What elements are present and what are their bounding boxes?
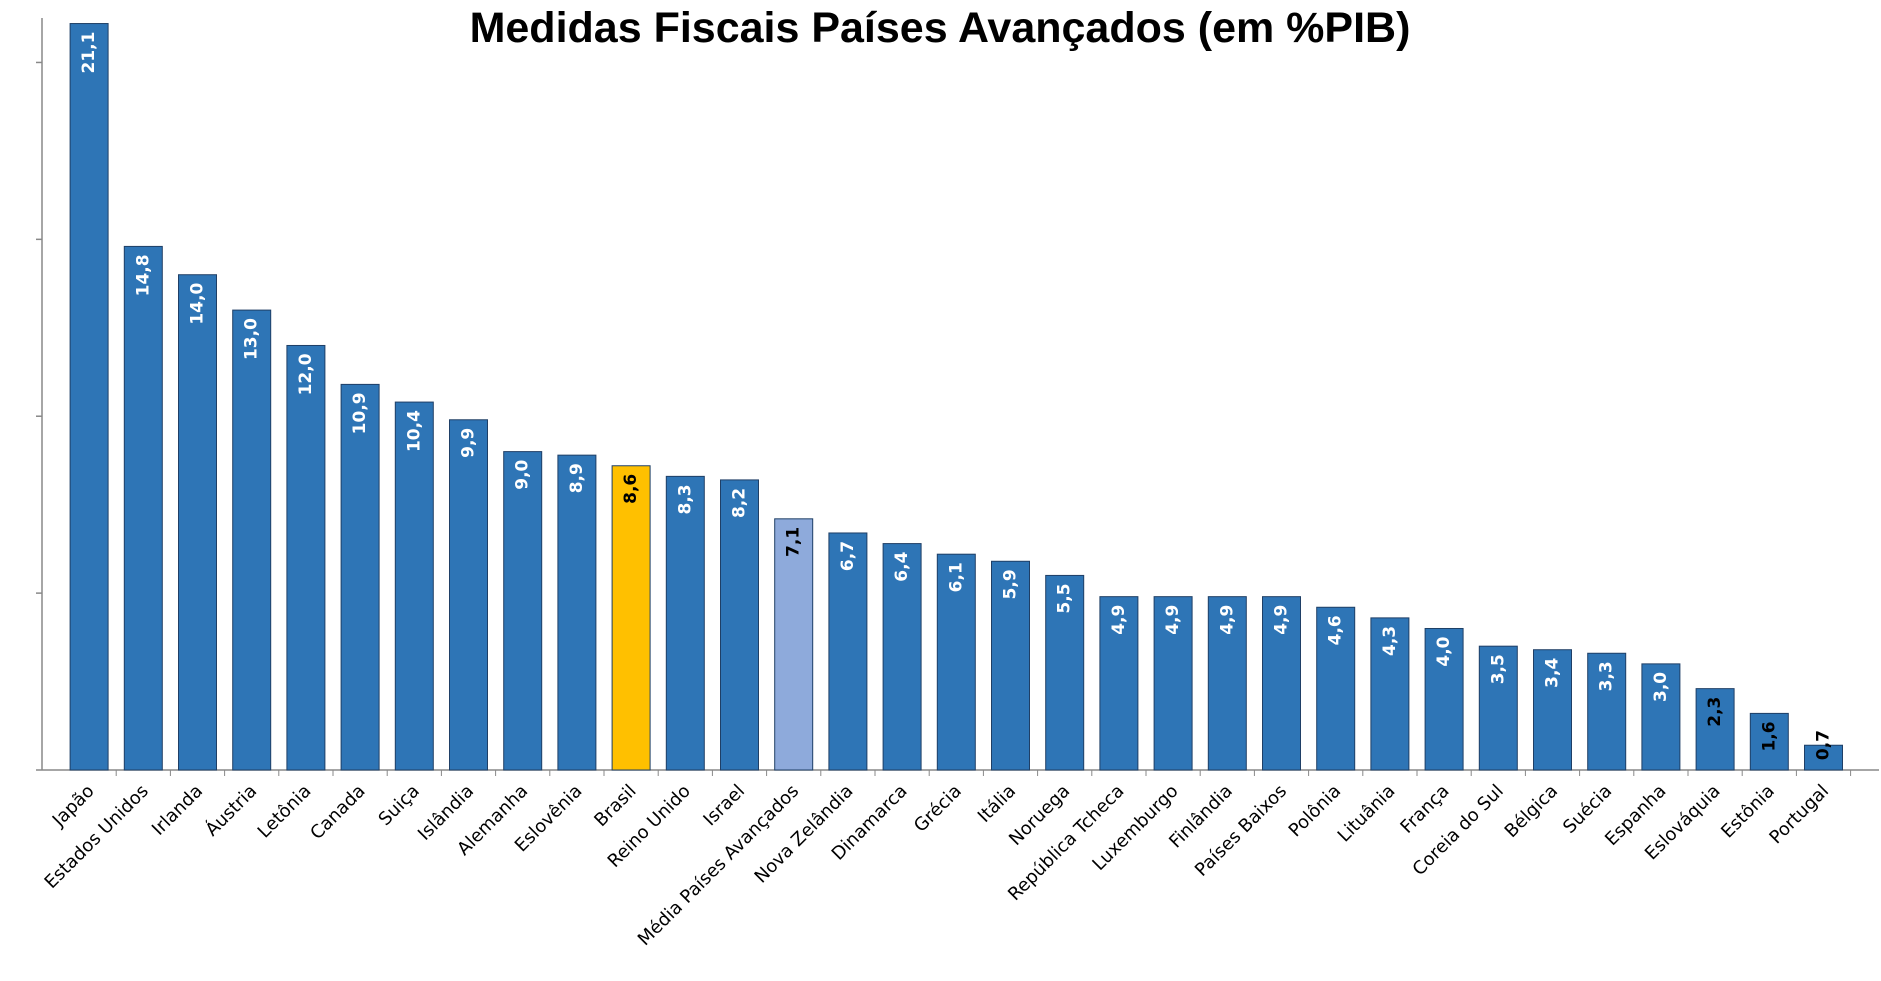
bar xyxy=(503,451,543,771)
x-tick-label: Áustria xyxy=(201,780,262,841)
bar xyxy=(991,560,1030,771)
value-label: 5,9 xyxy=(1001,569,1021,599)
value-label: 5,5 xyxy=(1055,583,1075,613)
x-tick-label: Israel xyxy=(699,781,749,831)
bar xyxy=(340,383,380,771)
x-tick-label: Canada xyxy=(306,781,369,844)
value-label: 4,9 xyxy=(1109,605,1129,635)
bar xyxy=(123,245,163,771)
value-label: 14,8 xyxy=(133,254,153,296)
value-label: 9,9 xyxy=(459,428,479,458)
value-label: 3,4 xyxy=(1543,658,1563,688)
bar xyxy=(1804,744,1843,771)
bar xyxy=(1370,617,1410,771)
bar xyxy=(1099,596,1139,771)
bar xyxy=(720,479,759,771)
value-label: 9,0 xyxy=(513,459,533,489)
bar xyxy=(828,532,868,771)
bar xyxy=(557,454,597,771)
bar xyxy=(1207,596,1247,771)
value-label: 3,5 xyxy=(1488,654,1508,684)
value-label: 8,9 xyxy=(567,463,587,493)
bar xyxy=(1153,596,1193,771)
bar xyxy=(232,309,272,771)
x-tick-label: Letônia xyxy=(254,781,316,843)
value-label: 6,1 xyxy=(946,562,966,592)
bar xyxy=(1424,627,1464,771)
bar xyxy=(1262,596,1301,771)
x-tick-label: Estados Unidos xyxy=(41,781,153,893)
bar xyxy=(1316,606,1356,771)
x-tick-label: Itália xyxy=(974,781,1020,827)
value-label: 13,0 xyxy=(242,318,262,360)
x-tick-label: Nova Zelândia xyxy=(751,781,858,888)
bar xyxy=(1478,645,1518,771)
value-label: 3,0 xyxy=(1651,672,1671,702)
bar xyxy=(178,274,217,771)
x-tick-label: Grécia xyxy=(910,781,966,837)
value-label: 8,3 xyxy=(675,484,695,514)
bar xyxy=(1587,652,1627,771)
chart-title: Medidas Fiscais Países Avançados (em %PI… xyxy=(470,4,1411,52)
bar xyxy=(449,419,488,771)
x-tick-label: Irlanda xyxy=(148,781,207,840)
bar xyxy=(394,401,434,771)
bar xyxy=(774,518,814,771)
value-label: 6,4 xyxy=(892,551,912,581)
bar xyxy=(286,344,326,771)
value-label: 4,9 xyxy=(1217,605,1237,635)
value-label: 6,7 xyxy=(838,541,858,571)
value-label: 14,0 xyxy=(188,283,208,325)
x-tick-label: Suiça xyxy=(375,781,424,830)
value-label: 7,1 xyxy=(784,527,804,557)
bar xyxy=(1641,663,1681,771)
bar xyxy=(611,465,651,771)
bar xyxy=(1749,712,1789,771)
value-label: 4,6 xyxy=(1326,615,1346,645)
bar xyxy=(1045,574,1085,771)
bar xyxy=(882,543,922,771)
x-tick-label: Bélgica xyxy=(1501,781,1562,842)
value-label: 4,0 xyxy=(1434,636,1454,666)
value-label: 8,2 xyxy=(730,488,750,518)
x-tick-label: Brasil xyxy=(590,781,640,831)
x-tick-label: Japão xyxy=(48,781,99,832)
bar xyxy=(1533,649,1572,771)
x-tick-label: Lituânia xyxy=(1334,781,1400,847)
bar xyxy=(936,553,976,771)
bar xyxy=(69,23,109,771)
value-label: 2,3 xyxy=(1705,697,1725,727)
value-label: 10,4 xyxy=(404,410,424,452)
value-label: 4,9 xyxy=(1272,605,1292,635)
value-label: 3,3 xyxy=(1597,661,1617,691)
value-label: 1,6 xyxy=(1759,721,1779,751)
value-label: 21,1 xyxy=(79,32,99,74)
value-label: 4,3 xyxy=(1380,626,1400,656)
value-label: 12,0 xyxy=(296,353,316,395)
value-label: 8,6 xyxy=(621,474,641,504)
x-tick-label: Portugal xyxy=(1765,781,1833,849)
bar xyxy=(665,475,705,771)
value-label: 4,9 xyxy=(1163,605,1183,635)
bar xyxy=(1695,688,1735,771)
value-label: 10,9 xyxy=(350,392,370,434)
value-label: 0,7 xyxy=(1814,730,1834,760)
